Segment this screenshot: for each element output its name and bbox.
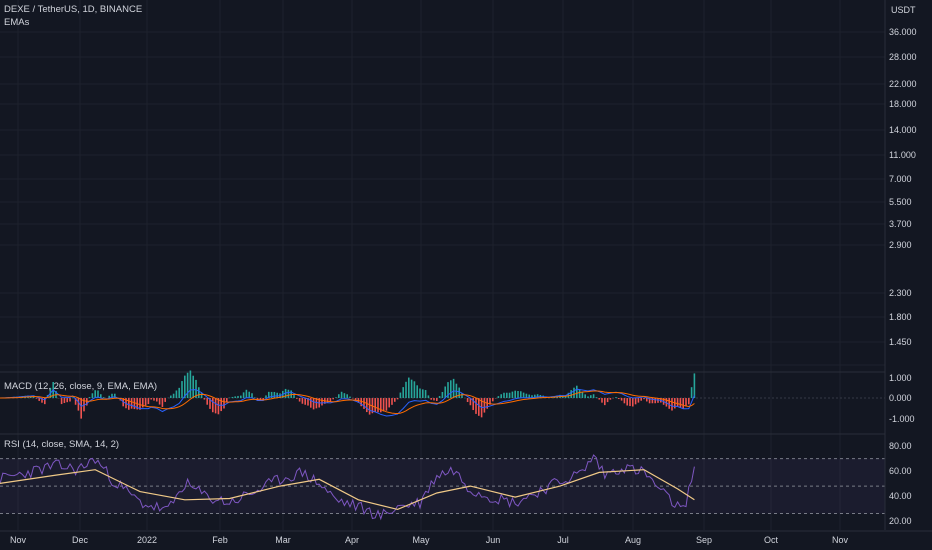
rsi-label: RSI (14, close, SMA, 14, 2): [4, 439, 120, 450]
price-tick-label: 3.700: [889, 219, 912, 229]
time-tick-label: Mar: [275, 535, 291, 545]
time-tick-label: Oct: [764, 535, 779, 545]
symbol-title: DEXE / TetherUS, 1D, BINANCE: [4, 4, 143, 15]
macd-tick-label: 1.000: [889, 373, 912, 383]
rsi-band-fill: [0, 458, 885, 514]
rsi-tick-label: 20.00: [889, 516, 912, 526]
time-tick-label: Nov: [832, 535, 849, 545]
time-tick-label: Feb: [212, 535, 228, 545]
rsi-tick-label: 40.00: [889, 491, 912, 501]
price-tick-label: 2.900: [889, 240, 912, 250]
rsi-pane: [0, 433, 932, 521]
time-tick-label: Apr: [345, 535, 359, 545]
price-axis[interactable]: USDT 36.000 28.000 22.000 18.000 14.000 11.000…: [884, 0, 932, 550]
price-tick-label: 7.000: [889, 174, 912, 184]
time-axis-bg: [0, 531, 932, 550]
time-axis[interactable]: Nov Dec 2022 Feb Mar Apr May Jun Jul Aug Sep Oct Nov: [0, 530, 932, 550]
price-tick-label: 11.000: [889, 150, 916, 160]
rsi-tick-label: 80.00: [889, 441, 912, 451]
grid: [0, 0, 885, 530]
macd-tick-label: 0.000: [889, 393, 912, 403]
macd-tick-label: -1.000: [889, 414, 915, 424]
price-tick-label: 1.450: [889, 337, 912, 347]
price-tick-label: 18.000: [889, 99, 917, 109]
price-axis-bg: [885, 0, 932, 550]
price-tick-label: 5.500: [889, 197, 912, 207]
price-tick-label: 22.000: [889, 79, 917, 89]
price-axis-unit: USDT: [891, 5, 916, 15]
time-tick-label: May: [412, 535, 430, 545]
rsi-ma-line: [0, 469, 695, 511]
time-tick-label: Jun: [486, 535, 501, 545]
macd-pane: [0, 370, 932, 419]
price-tick-label: 2.300: [889, 288, 912, 298]
price-tick-label: 14.000: [889, 125, 917, 135]
macd-label: MACD (12, 26, close, 9, EMA, EMA): [4, 381, 158, 392]
macd-signal-line: [0, 390, 695, 415]
price-tick-label: 36.000: [889, 27, 917, 37]
time-tick-label: Nov: [10, 535, 27, 545]
indicator-label: EMAs: [4, 17, 30, 28]
time-tick-label: Sep: [696, 535, 712, 545]
time-tick-label: 2022: [137, 535, 157, 545]
rsi-line: [0, 454, 695, 521]
macd-line: [0, 388, 695, 417]
price-tick-label: 1.800: [889, 312, 912, 322]
rsi-tick-label: 60.00: [889, 466, 912, 476]
time-tick-label: Jul: [557, 535, 569, 545]
price-tick-label: 28.000: [889, 52, 917, 62]
time-tick-label: Aug: [625, 535, 641, 545]
time-tick-label: Dec: [72, 535, 89, 545]
